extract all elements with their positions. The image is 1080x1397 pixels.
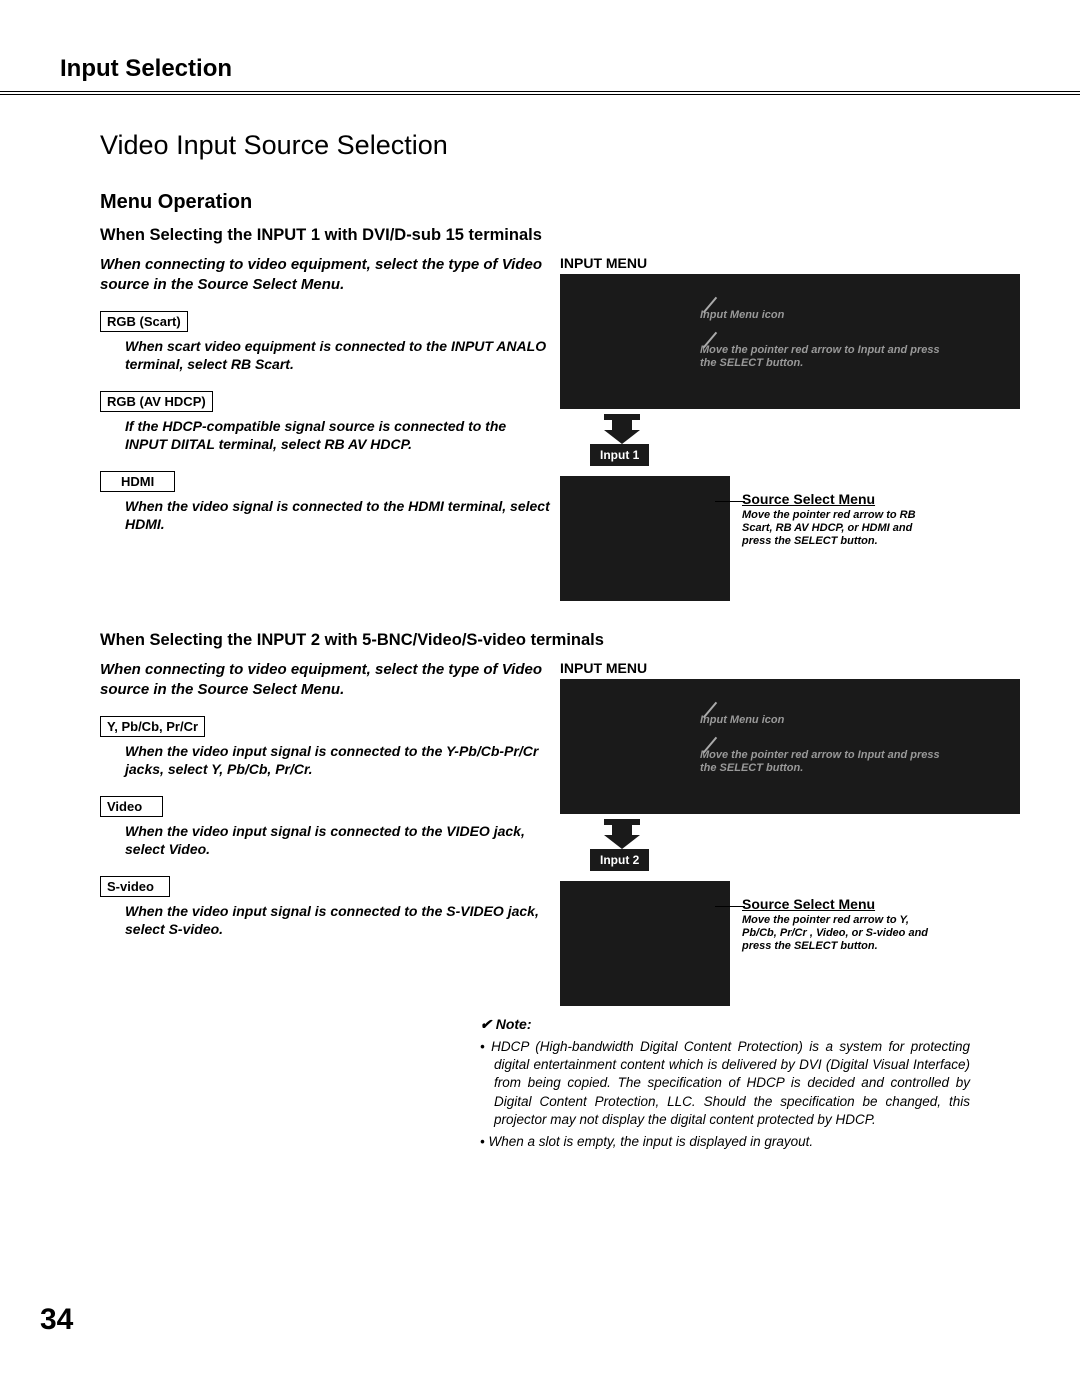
opt-ypbcb-desc: When the video input signal is connected… bbox=[125, 742, 550, 778]
opt-video: Video bbox=[100, 796, 163, 817]
source-menu-box-2 bbox=[560, 881, 730, 1006]
callout-pointer-1: Move the pointer red arrow to Input and … bbox=[700, 344, 955, 369]
main-title: Video Input Source Selection bbox=[100, 130, 1020, 161]
block2: When connecting to video equipment, sele… bbox=[60, 660, 1020, 1006]
note-head: Note: bbox=[480, 1016, 1020, 1033]
block2-intro: When connecting to video equipment, sele… bbox=[100, 660, 550, 701]
opt-video-desc: When the video input signal is connected… bbox=[125, 822, 550, 858]
section-header: Input Selection bbox=[60, 55, 1020, 83]
note-bullet-1: • HDCP (High-bandwidth Digital Content P… bbox=[480, 1038, 970, 1129]
arrow-input2: Input 2 bbox=[590, 849, 649, 871]
page-number: 34 bbox=[40, 1303, 73, 1337]
input-menu-label-2: INPUT MENU bbox=[560, 660, 1020, 676]
opt-rgb-avhdcp: RGB (AV HDCP) bbox=[100, 391, 213, 412]
double-rule bbox=[0, 91, 1080, 95]
arrow-input1: Input 1 bbox=[590, 444, 649, 466]
source-body-2: Move the pointer red arrow to Y, Pb/Cb, … bbox=[742, 914, 932, 954]
callout-icon-2: Input Menu icon bbox=[700, 714, 784, 727]
opt-rgb-scart: RGB (Scart) bbox=[100, 311, 188, 332]
source-title-2: Source Select Menu bbox=[742, 896, 932, 912]
block2-title: When Selecting the INPUT 2 with 5-BNC/Vi… bbox=[100, 631, 1020, 650]
block1-title: When Selecting the INPUT 1 with DVI/D-su… bbox=[100, 226, 1020, 245]
block1-intro: When connecting to video equipment, sele… bbox=[100, 255, 550, 296]
opt-ypbcb: Y, Pb/Cb, Pr/Cr bbox=[100, 716, 205, 737]
sub-title: Menu Operation bbox=[100, 191, 1020, 214]
source-body-1: Move the pointer red arrow to RB Scart, … bbox=[742, 509, 932, 549]
input-menu-label-1: INPUT MENU bbox=[560, 255, 1020, 271]
opt-rgb-avhdcp-desc: If the HDCP-compatible signal source is … bbox=[125, 417, 550, 453]
opt-svideo-desc: When the video input signal is connected… bbox=[125, 902, 550, 938]
opt-hdmi: HDMI bbox=[100, 471, 175, 492]
input-menu-box-1: Input Menu icon Move the pointer red arr… bbox=[560, 274, 1020, 409]
block1: When connecting to video equipment, sele… bbox=[60, 255, 1020, 601]
note-bullet-2: • When a slot is empty, the input is dis… bbox=[480, 1133, 970, 1151]
input-menu-box-2: Input Menu icon Move the pointer red arr… bbox=[560, 679, 1020, 814]
callout-icon-1: Input Menu icon bbox=[700, 309, 784, 322]
opt-hdmi-desc: When the video signal is connected to th… bbox=[125, 497, 550, 533]
opt-rgb-scart-desc: When scart video equipment is connected … bbox=[125, 337, 550, 373]
source-menu-box-1 bbox=[560, 476, 730, 601]
note-block: Note: • HDCP (High-bandwidth Digital Con… bbox=[480, 1016, 1020, 1151]
source-title-1: Source Select Menu bbox=[742, 491, 932, 507]
opt-svideo: S-video bbox=[100, 876, 170, 897]
callout-pointer-2: Move the pointer red arrow to Input and … bbox=[700, 749, 955, 774]
